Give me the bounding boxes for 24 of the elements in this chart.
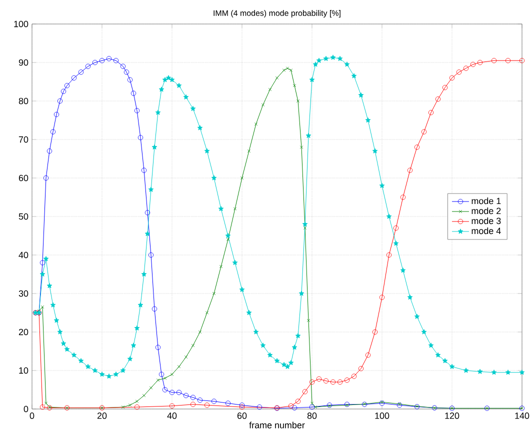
y-tick-label: 80 (18, 98, 28, 104)
y-tick-label: 40 (18, 252, 28, 258)
x-axis-title: frame number (249, 422, 305, 428)
x-tick-label: 100 (375, 412, 390, 419)
legend-label: mode 3 (472, 217, 501, 224)
legend-label: mode 2 (472, 208, 501, 214)
y-tick-label: 60 (18, 174, 28, 182)
y-tick-label: 0 (24, 406, 28, 412)
y-tick-label: 30 (18, 290, 28, 297)
y-tick-label: 70 (18, 136, 28, 143)
x-tick-label: 20 (97, 412, 107, 419)
x-tick-label: 80 (307, 412, 317, 419)
x-tick-label: 40 (167, 412, 177, 419)
y-tick-label: 100 (14, 20, 28, 28)
x-tick-label: 60 (237, 412, 247, 419)
y-tick-label: 90 (18, 59, 28, 66)
legend-label: mode 4 (472, 227, 501, 234)
x-tick-label: 120 (445, 412, 460, 419)
y-tick-label: 50 (18, 213, 28, 220)
y-tick-label: 10 (19, 367, 28, 374)
x-tick-label: 0 (30, 412, 34, 419)
x-tick-label: 140 (515, 412, 530, 419)
legend-label: mode 1 (472, 198, 501, 204)
y-tick-label: 20 (18, 328, 28, 336)
